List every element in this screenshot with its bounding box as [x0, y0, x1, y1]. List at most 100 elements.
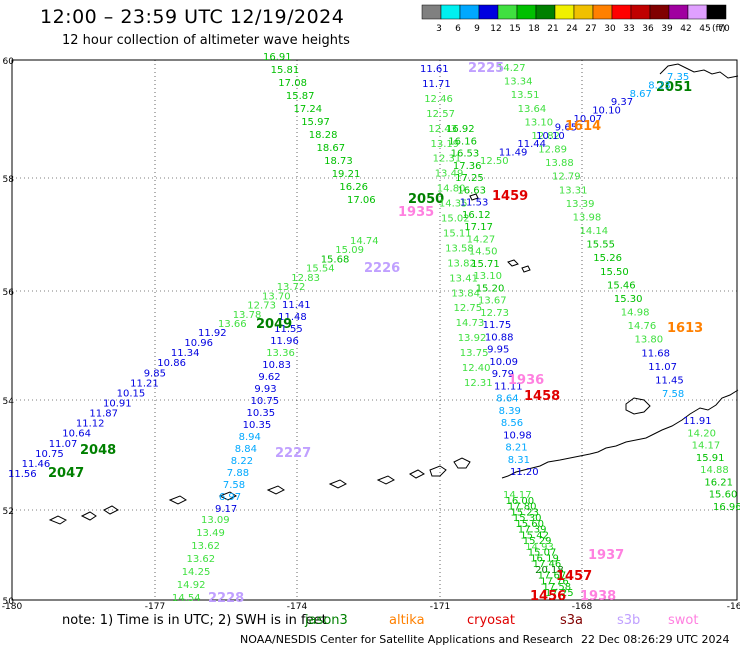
wave-height-value: 18.28 [309, 130, 338, 141]
wave-height-value: 14.20 [687, 428, 716, 439]
wave-height-value: 11.92 [198, 328, 227, 339]
wave-height-value: 13.98 [573, 212, 602, 223]
pass-id-label: 1458 [524, 389, 560, 404]
wave-height-value: 10.35 [243, 420, 272, 431]
wave-height-value: 17.39 [518, 525, 547, 536]
legend-entry: swot [668, 613, 699, 628]
wave-height-value: 11.45 [655, 375, 684, 386]
pass-id-label: 2051 [656, 80, 692, 95]
wave-height-value: 9.95 [487, 345, 509, 356]
wave-height-value: 10.75 [35, 449, 64, 460]
scale-swatch [706, 4, 727, 20]
lat-tick-label: 50 [3, 597, 15, 607]
wave-height-value: 14.27 [467, 234, 496, 245]
wave-height-value: 8.39 [499, 406, 521, 417]
wave-height-value: 11.71 [422, 79, 451, 90]
wave-height-value: 9.62 [258, 372, 280, 383]
wave-height-value: 17.80 [508, 502, 537, 513]
wave-height-value: 14.50 [469, 247, 498, 258]
footer-note: note: 1) Time is in UTC; 2) SWH is in fe… [62, 613, 327, 628]
wave-height-value: 18.73 [324, 156, 353, 167]
scale-swatch [592, 4, 613, 20]
wave-height-value: 9.93 [254, 384, 276, 395]
wave-height-value: 15.30 [513, 513, 542, 524]
lon-tick-label: -171 [430, 602, 450, 612]
scale-tick-label: 42 [680, 24, 691, 34]
wave-height-value: 15.55 [586, 240, 615, 251]
pass-id-label: 2050 [408, 192, 444, 207]
wave-height-value: 8.31 [508, 455, 530, 466]
scale-swatch [668, 4, 689, 20]
map-frame [11, 59, 738, 601]
wave-height-value: 13.67 [478, 296, 507, 307]
wave-height-value: 14.76 [628, 321, 657, 332]
credit-line: NOAA/NESDIS Center for Satellite Applica… [240, 633, 574, 646]
wave-height-value: 11.87 [89, 409, 118, 420]
wave-height-value: 13.75 [460, 348, 489, 359]
lat-tick-label: 56 [3, 288, 15, 298]
pribilof-islands [507, 259, 531, 273]
wave-height-value: 17.67 [538, 571, 567, 582]
wave-height-value: 8.23 [648, 80, 670, 91]
wave-height-value: 13.39 [566, 199, 595, 210]
pass-id-label: 1457 [556, 569, 592, 584]
wave-height-value: 10.15 [117, 388, 146, 399]
scale-tick-label: 3 [436, 24, 442, 34]
scale-swatch [497, 4, 518, 20]
wave-height-value: 11.48 [278, 312, 307, 323]
wave-height-value: 11.07 [49, 439, 78, 450]
lon-tick-label: -174 [287, 602, 308, 612]
scale-swatch [535, 4, 556, 20]
generated-timestamp: 22 Dec 08:26:29 UTC 2024 [581, 633, 730, 646]
scale-unit: (ft) [712, 24, 726, 34]
unalaska-island [453, 457, 471, 469]
wave-height-value: 16.16 [448, 136, 477, 147]
wave-height-value: 17.25 [455, 173, 484, 184]
wave-height-value: 14.14 [580, 226, 609, 237]
wave-height-value: 11.41 [282, 300, 311, 311]
wave-height-value: 14.25 [182, 567, 211, 578]
legend-entry: cryosat [467, 613, 515, 628]
wave-height-value: 10.10 [536, 131, 565, 142]
wave-height-value: 11.61 [420, 64, 449, 75]
scale-swatch [573, 4, 594, 20]
wave-height-value: 15.81 [271, 65, 300, 76]
pass-id-label: 1938 [580, 589, 616, 604]
lat-tick-label: 58 [3, 175, 15, 185]
scale-swatch [554, 4, 575, 20]
wave-height-value: 17.17 [464, 222, 493, 233]
wave-height-value: 14.74 [350, 236, 379, 247]
umnak-island [429, 465, 447, 477]
wave-height-value: 13.64 [518, 104, 547, 115]
wave-height-value: 10.86 [157, 358, 186, 369]
scale-swatch [516, 4, 537, 20]
wave-height-value: 14.88 [700, 465, 729, 476]
wave-height-value: 12.82 [531, 131, 560, 142]
wave-height-value: 13.78 [233, 310, 262, 321]
wave-height-value: 15.60 [515, 519, 544, 530]
wave-height-value: 13.49 [435, 169, 464, 180]
lon-tick-label: -168 [572, 602, 593, 612]
pass-id-label: 1456 [530, 589, 566, 604]
wave-height-value: 20.18 [535, 565, 564, 576]
wave-height-value: 16.00 [506, 496, 535, 507]
color-scale: 3 6 9 12 15 18 21 24 27 30 33 36 39 42 45 70(ft) [421, 4, 730, 34]
wave-height-value: 15.68 [321, 254, 350, 265]
wave-height-value: 12.73 [480, 308, 509, 319]
scale-tick-label: 27 [585, 24, 596, 34]
pass-id-label: 2227 [275, 446, 311, 461]
wave-height-value: 15.26 [593, 253, 622, 264]
pass-id-label: 1614 [565, 119, 601, 134]
wave-height-value: 16.96 [713, 502, 740, 513]
scale-tick-label: 6 [455, 24, 461, 34]
wave-height-value: 15.60 [709, 490, 738, 501]
lat-tick-label: 52 [3, 507, 14, 517]
pass-id-label: 1613 [667, 321, 703, 336]
wave-height-value: 8.22 [231, 456, 253, 467]
wave-height-value: 11.56 [8, 469, 37, 480]
scale-tick-label: 9 [474, 24, 480, 34]
wave-height-value: 14.27 [497, 63, 526, 74]
wave-height-value: 11.91 [683, 416, 712, 427]
pass-id-label: 1936 [508, 373, 544, 388]
scale-swatch [478, 4, 499, 20]
